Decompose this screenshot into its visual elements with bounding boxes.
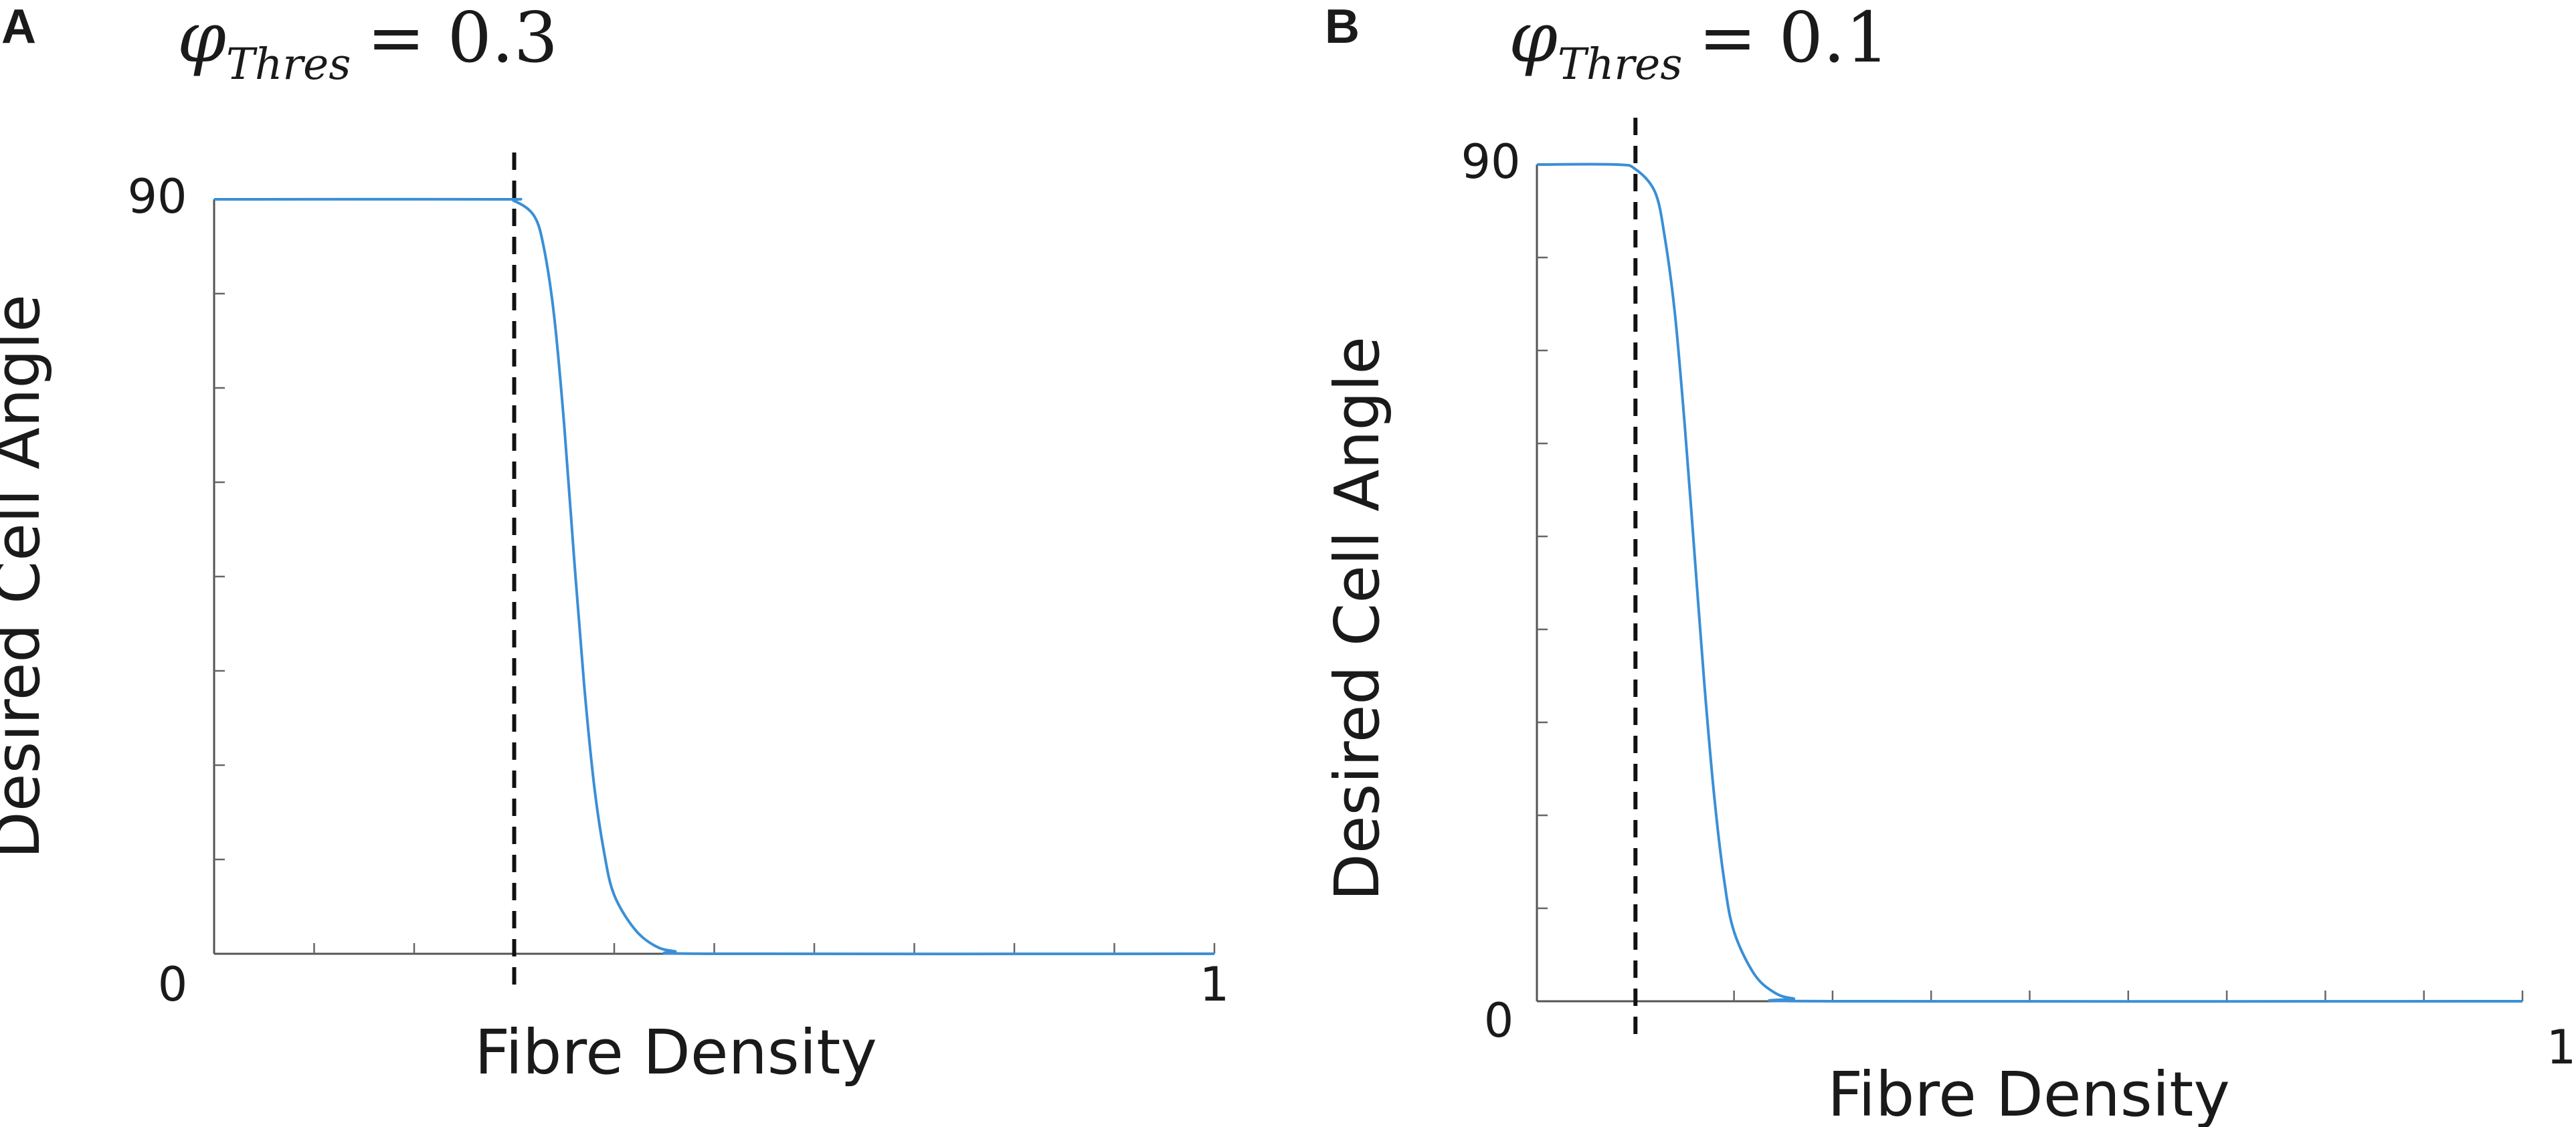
x-tick-label-1: 1 — [1200, 957, 1230, 1012]
title-subscript: Thres — [226, 39, 351, 90]
series-line-0 — [1536, 163, 2523, 1003]
y-tick-label-90: 90 — [127, 169, 187, 224]
y-tick-label-90: 90 — [1461, 134, 1520, 189]
panel-letter: A — [1, 0, 36, 54]
title-value: = 0.1 — [1698, 0, 1890, 78]
chart-title: φThres = 0.1 — [1509, 0, 1890, 90]
x-axis-title: Fibre Density — [474, 1017, 877, 1088]
y-axis-title: Desired Cell Angle — [1321, 336, 1393, 901]
title-value: = 0.3 — [367, 0, 558, 78]
x-tick-label-0: 0 — [158, 957, 188, 1012]
title-symbol: φ — [1509, 0, 1558, 78]
series-line-0 — [213, 197, 1215, 956]
title-symbol: φ — [177, 0, 226, 78]
x-tick-label-1: 1 — [2547, 1020, 2576, 1075]
title-subscript: Thres — [1558, 39, 1683, 90]
panel-letter: B — [1325, 0, 1360, 54]
x-axis-title: Fibre Density — [1827, 1059, 2230, 1127]
y-axis-title: Desired Cell Angle — [0, 294, 54, 859]
chart-title: φThres = 0.3 — [177, 0, 558, 90]
x-tick-label-0: 0 — [1484, 993, 1514, 1048]
